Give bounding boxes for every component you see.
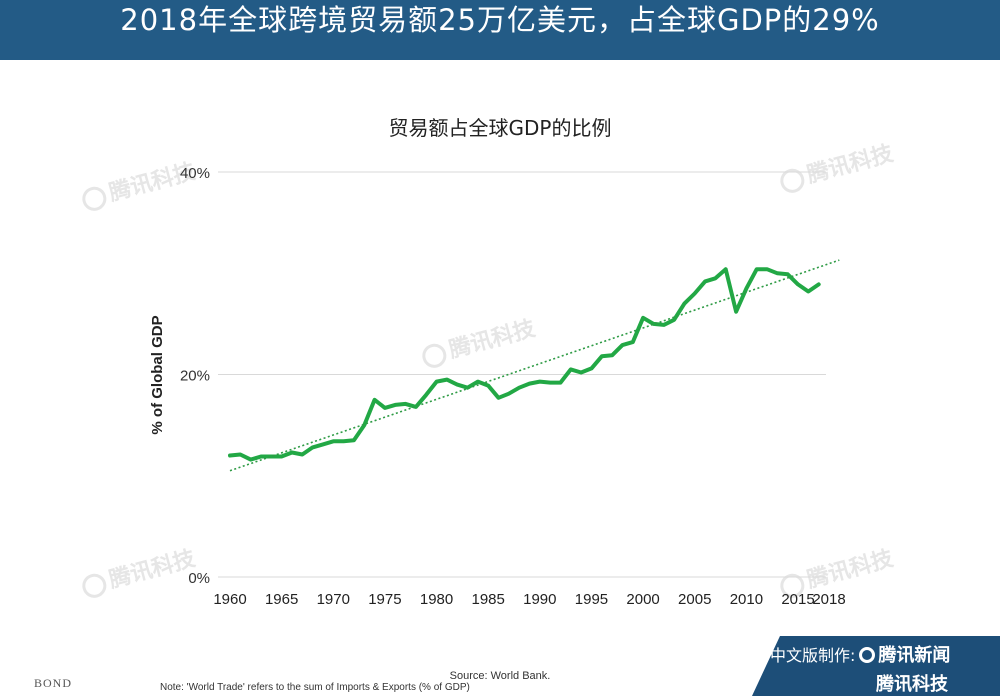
bond-logo: BOND: [34, 676, 73, 690]
header-bar: 2018年全球跨境贸易额25万亿美元，占全球GDP的29%: [0, 0, 1000, 60]
x-tick-label: 2000: [626, 591, 659, 608]
credit-line: 中文版制作: 腾讯新闻: [770, 641, 950, 667]
x-tick-label: 1965: [265, 591, 298, 608]
grid-lines: [218, 171, 826, 578]
chart-title: 贸易额占全球GDP的比例: [388, 116, 612, 140]
y-tick-labels: 0% 20% 40%: [180, 165, 210, 587]
x-tick-label: 2018: [812, 591, 845, 608]
note-text: Note: 'World Trade' refers to the sum of…: [160, 682, 470, 693]
x-tick-label: 1995: [575, 591, 608, 608]
x-tick-label: 1975: [368, 591, 401, 608]
page-title: 2018年全球跨境贸易额25万亿美元，占全球GDP的29%: [120, 3, 880, 37]
y-tick-label: 40%: [180, 165, 210, 182]
x-tick-label: 1970: [317, 591, 350, 608]
tencent-news-icon: [859, 647, 876, 663]
source-text: Source: World Bank.: [449, 670, 551, 682]
credit-brand-secondary: 腾讯科技: [876, 674, 948, 695]
x-tick-labels: 1960 1965 1970 1975 1980 1985 1990 1995 2000 2005…: [213, 591, 845, 608]
x-tick-label: 2015: [781, 591, 814, 608]
x-tick-label: 1985: [472, 591, 505, 608]
credit-label: 中文版制作:: [770, 646, 856, 665]
y-tick-label: 0%: [188, 570, 210, 587]
credit-brand: 腾讯新闻: [878, 645, 951, 666]
trend-line: [229, 259, 840, 472]
x-tick-label: 1980: [420, 591, 453, 608]
y-axis-label: % of Global GDP: [149, 315, 166, 434]
y-tick-label: 20%: [180, 368, 210, 385]
series: [228, 259, 840, 472]
x-tick-label: 1960: [213, 591, 246, 608]
x-tick-label: 2005: [678, 591, 711, 608]
x-tick-label: 1990: [523, 591, 556, 608]
series-line-trade-share: [228, 267, 821, 462]
x-tick-label: 2010: [730, 591, 763, 608]
